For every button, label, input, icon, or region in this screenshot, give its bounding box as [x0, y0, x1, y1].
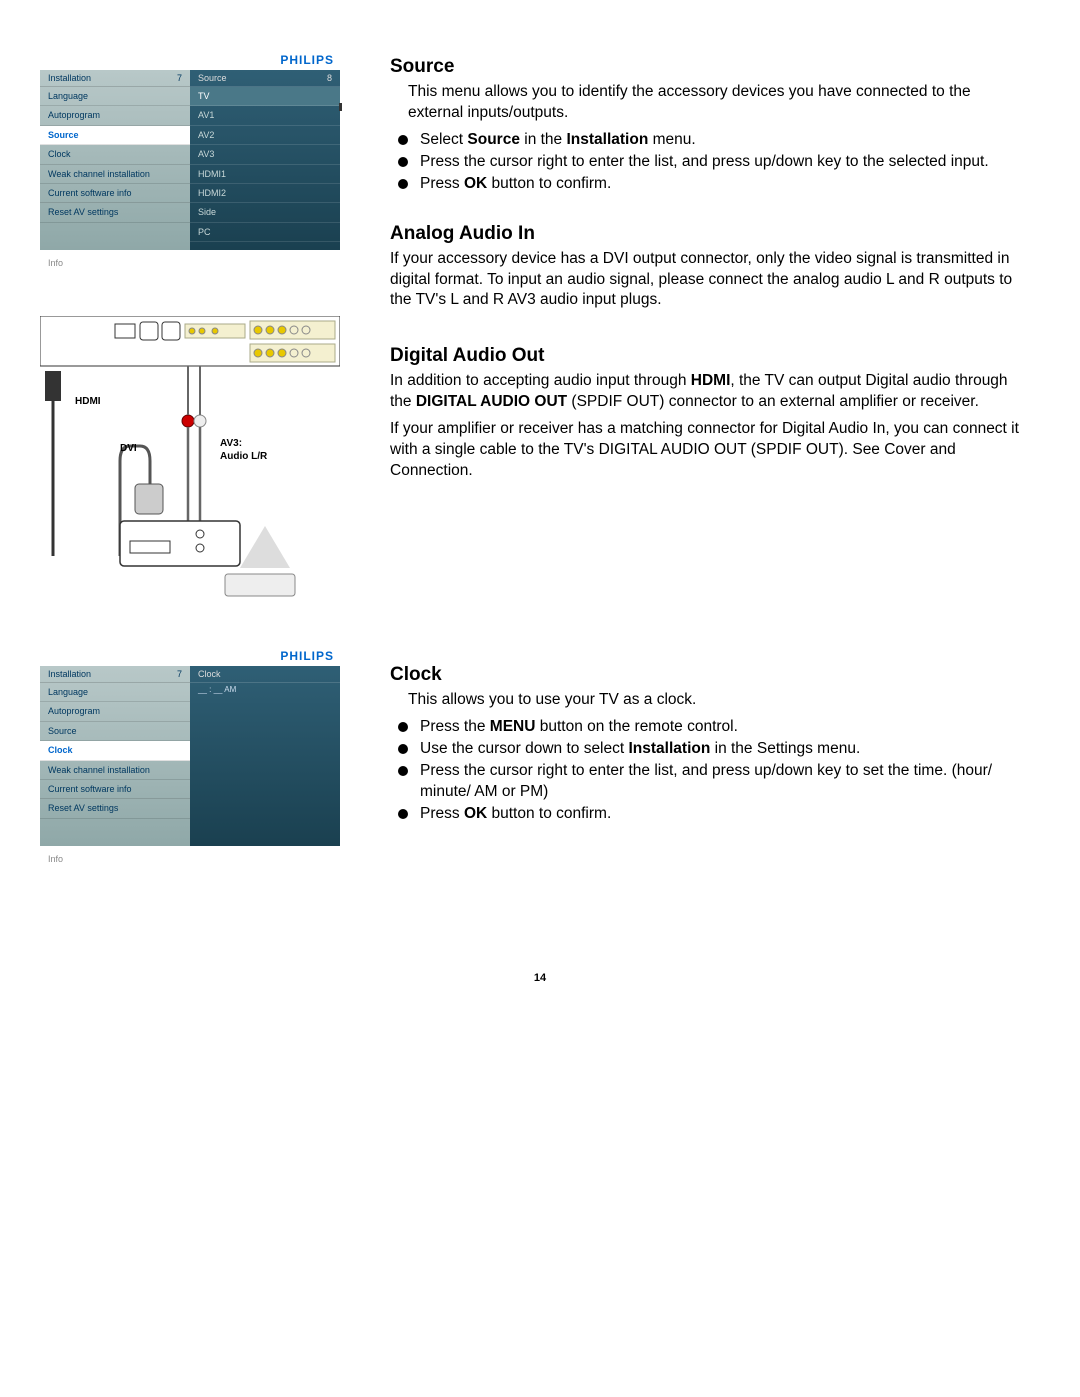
- menu-item: Weak channel installation: [40, 761, 190, 780]
- menu-item: Reset AV settings: [40, 203, 190, 222]
- brand-logo: PHILIPS: [40, 646, 340, 666]
- menu-item: Language: [40, 683, 190, 702]
- menu-item: AV1: [190, 106, 340, 125]
- clock-desc: This allows you to use your TV as a cloc…: [408, 690, 1020, 711]
- clock-menu-screenshot: PHILIPS Installation7 LanguageAutoprogra…: [40, 646, 340, 872]
- menu-item: Autoprogram: [40, 702, 190, 721]
- menu-item: PC: [190, 223, 340, 242]
- menu-item: Source: [40, 126, 190, 145]
- svg-text:Audio L/R: Audio L/R: [220, 451, 268, 462]
- menu-info: Info: [40, 250, 340, 276]
- svg-text:HDMI: HDMI: [75, 396, 101, 407]
- connection-diagram: HDMI DVI AV3: Audio L/R: [40, 316, 340, 606]
- menu-item: Current software info: [40, 780, 190, 799]
- menu-item: AV2: [190, 126, 340, 145]
- menu-title: Source: [198, 73, 227, 83]
- page-number: 14: [40, 972, 1040, 984]
- menu-item: AV3: [190, 145, 340, 164]
- menu-item: Source: [40, 722, 190, 741]
- menu-info: Info: [40, 846, 340, 872]
- menu-item: Side: [190, 203, 340, 222]
- menu-item: Clock: [40, 145, 190, 164]
- svg-text:AV3:: AV3:: [220, 438, 242, 449]
- menu-item: Current software info: [40, 184, 190, 203]
- menu-title: Clock: [198, 669, 221, 679]
- source-menu-screenshot: PHILIPS Installation7 LanguageAutoprogra…: [40, 50, 340, 276]
- menu-item: HDMI1: [190, 165, 340, 184]
- clock-steps: Press the MENU button on the remote cont…: [394, 717, 1020, 825]
- analog-heading: Analog Audio In: [390, 223, 1020, 245]
- svg-text:DVI: DVI: [120, 443, 137, 454]
- clock-value: __ : __ AM: [190, 683, 340, 696]
- menu-item: TV: [190, 87, 340, 106]
- menu-item: Weak channel installation: [40, 165, 190, 184]
- brand-logo: PHILIPS: [40, 50, 340, 70]
- menu-title: Installation: [48, 73, 91, 83]
- source-steps: Select Source in the Installation menu. …: [394, 130, 1020, 195]
- menu-item: Clock: [40, 741, 190, 760]
- source-desc: This menu allows you to identify the acc…: [408, 82, 1020, 124]
- menu-item: Reset AV settings: [40, 799, 190, 818]
- clock-heading: Clock: [390, 664, 1020, 686]
- menu-item: Autoprogram: [40, 106, 190, 125]
- source-heading: Source: [390, 56, 1020, 78]
- analog-desc: If your accessory device has a DVI outpu…: [390, 249, 1020, 312]
- digital-desc2: If your amplifier or receiver has a matc…: [390, 419, 1020, 482]
- menu-item: Language: [40, 87, 190, 106]
- digital-desc1: In addition to accepting audio input thr…: [390, 371, 1020, 413]
- digital-heading: Digital Audio Out: [390, 345, 1020, 367]
- menu-title: Installation: [48, 669, 91, 679]
- menu-item: HDMI2: [190, 184, 340, 203]
